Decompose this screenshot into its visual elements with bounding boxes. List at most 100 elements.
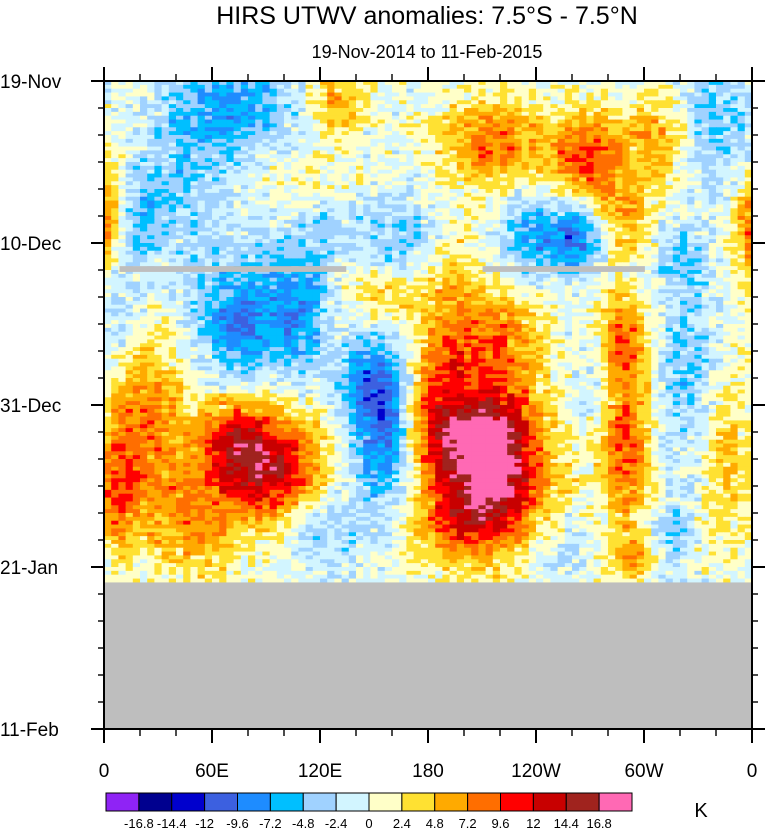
anomaly-cell: [744, 96, 753, 101]
anomaly-cell: [298, 273, 307, 279]
anomaly-cell: [500, 216, 508, 221]
anomaly-cell: [629, 273, 638, 279]
anomaly-cell: [284, 270, 292, 275]
anomaly-cell: [183, 123, 191, 128]
anomaly-cell: [471, 246, 479, 252]
anomaly-cell: [384, 173, 393, 179]
anomaly-cell: [276, 108, 285, 113]
anomaly-cell: [608, 289, 616, 294]
anomaly-cell: [456, 243, 465, 248]
anomaly-cell: [564, 189, 573, 194]
anomaly-cell: [154, 212, 163, 217]
anomaly-cell: [240, 281, 249, 287]
anomaly-cell: [564, 150, 573, 155]
anomaly-cell: [636, 135, 645, 140]
anomaly-cell: [557, 142, 566, 148]
anomaly-cell: [298, 250, 307, 256]
anomaly-cell: [464, 212, 472, 217]
anomaly-cell: [154, 127, 163, 132]
anomaly-cell: [255, 196, 263, 202]
anomaly-cell: [442, 212, 451, 217]
anomaly-cell: [204, 231, 213, 236]
anomaly-cell: [492, 96, 501, 101]
anomaly-cell: [500, 227, 508, 233]
anomaly-cell: [658, 239, 667, 244]
anomaly-cell: [485, 219, 494, 225]
anomaly-cell: [708, 208, 717, 213]
anomaly-cell: [672, 104, 681, 109]
anomaly-cell: [636, 81, 645, 86]
anomaly-cell: [543, 119, 551, 125]
anomaly-cell: [665, 92, 674, 98]
anomaly-cell: [557, 196, 566, 202]
anomaly-cell: [240, 150, 249, 155]
anomaly-cell: [147, 119, 155, 125]
anomaly-cell: [428, 162, 436, 167]
anomaly-cell: [514, 135, 523, 140]
anomaly-cell: [284, 239, 292, 244]
anomaly-cell: [737, 258, 746, 263]
anomaly-cell: [564, 119, 573, 125]
anomaly-cell: [334, 223, 343, 229]
anomaly-cell: [334, 135, 343, 140]
anomaly-cell: [478, 158, 487, 163]
anomaly-cell: [600, 131, 609, 136]
anomaly-cell: [514, 142, 523, 148]
anomaly-cell: [521, 138, 530, 144]
anomaly-cell: [449, 131, 458, 136]
anomaly-cell: [370, 262, 379, 267]
anomaly-cell: [629, 281, 638, 287]
anomaly-cell: [629, 289, 638, 294]
anomaly-cell: [449, 96, 458, 101]
anomaly-cell: [125, 123, 134, 128]
anomaly-cell: [420, 146, 429, 152]
anomaly-cell: [161, 119, 170, 125]
anomaly-cell: [370, 246, 379, 252]
anomaly-cell: [197, 177, 206, 182]
anomaly-cell: [132, 185, 141, 190]
anomaly-cell: [456, 127, 465, 132]
anomaly-cell: [111, 162, 119, 167]
anomaly-cell: [708, 219, 717, 225]
anomaly-cell: [471, 150, 479, 155]
anomaly-cell: [125, 115, 134, 121]
anomaly-cell: [608, 131, 616, 136]
anomaly-cell: [600, 173, 609, 179]
anomaly-cell: [730, 181, 739, 186]
anomaly-cell: [579, 212, 587, 217]
anomaly-cell: [658, 119, 667, 125]
anomaly-cell: [708, 227, 717, 233]
anomaly-cell: [240, 231, 249, 236]
anomaly-cell: [694, 111, 703, 117]
anomaly-cell: [536, 270, 544, 275]
anomaly-cell: [579, 96, 587, 101]
anomaly-cell: [298, 246, 307, 252]
anomaly-cell: [471, 223, 479, 229]
anomaly-cell: [557, 212, 566, 217]
anomaly-cell: [701, 231, 710, 236]
anomaly-cell: [125, 88, 134, 94]
anomaly-cell: [356, 192, 364, 198]
anomaly-cell: [125, 285, 134, 290]
anomaly-cell: [204, 235, 213, 240]
anomaly-cell: [687, 123, 695, 128]
anomaly-cell: [514, 88, 523, 94]
anomaly-cell: [471, 227, 479, 233]
anomaly-cell: [593, 277, 602, 283]
anomaly-cell: [615, 84, 623, 90]
anomaly-cell: [219, 196, 227, 202]
anomaly-cell: [132, 135, 141, 140]
anomaly-cell: [334, 185, 343, 190]
anomaly-cell: [730, 169, 739, 175]
anomaly-cell: [550, 196, 559, 202]
anomaly-cell: [226, 138, 235, 144]
anomaly-cell: [298, 92, 307, 98]
anomaly-cell: [183, 158, 191, 163]
anomaly-cell: [212, 158, 220, 163]
anomaly-cell: [233, 208, 242, 213]
anomaly-cell: [608, 162, 616, 167]
anomaly-cell: [500, 104, 508, 109]
anomaly-cell: [701, 266, 710, 271]
anomaly-cell: [248, 250, 256, 256]
anomaly-cell: [284, 262, 292, 267]
